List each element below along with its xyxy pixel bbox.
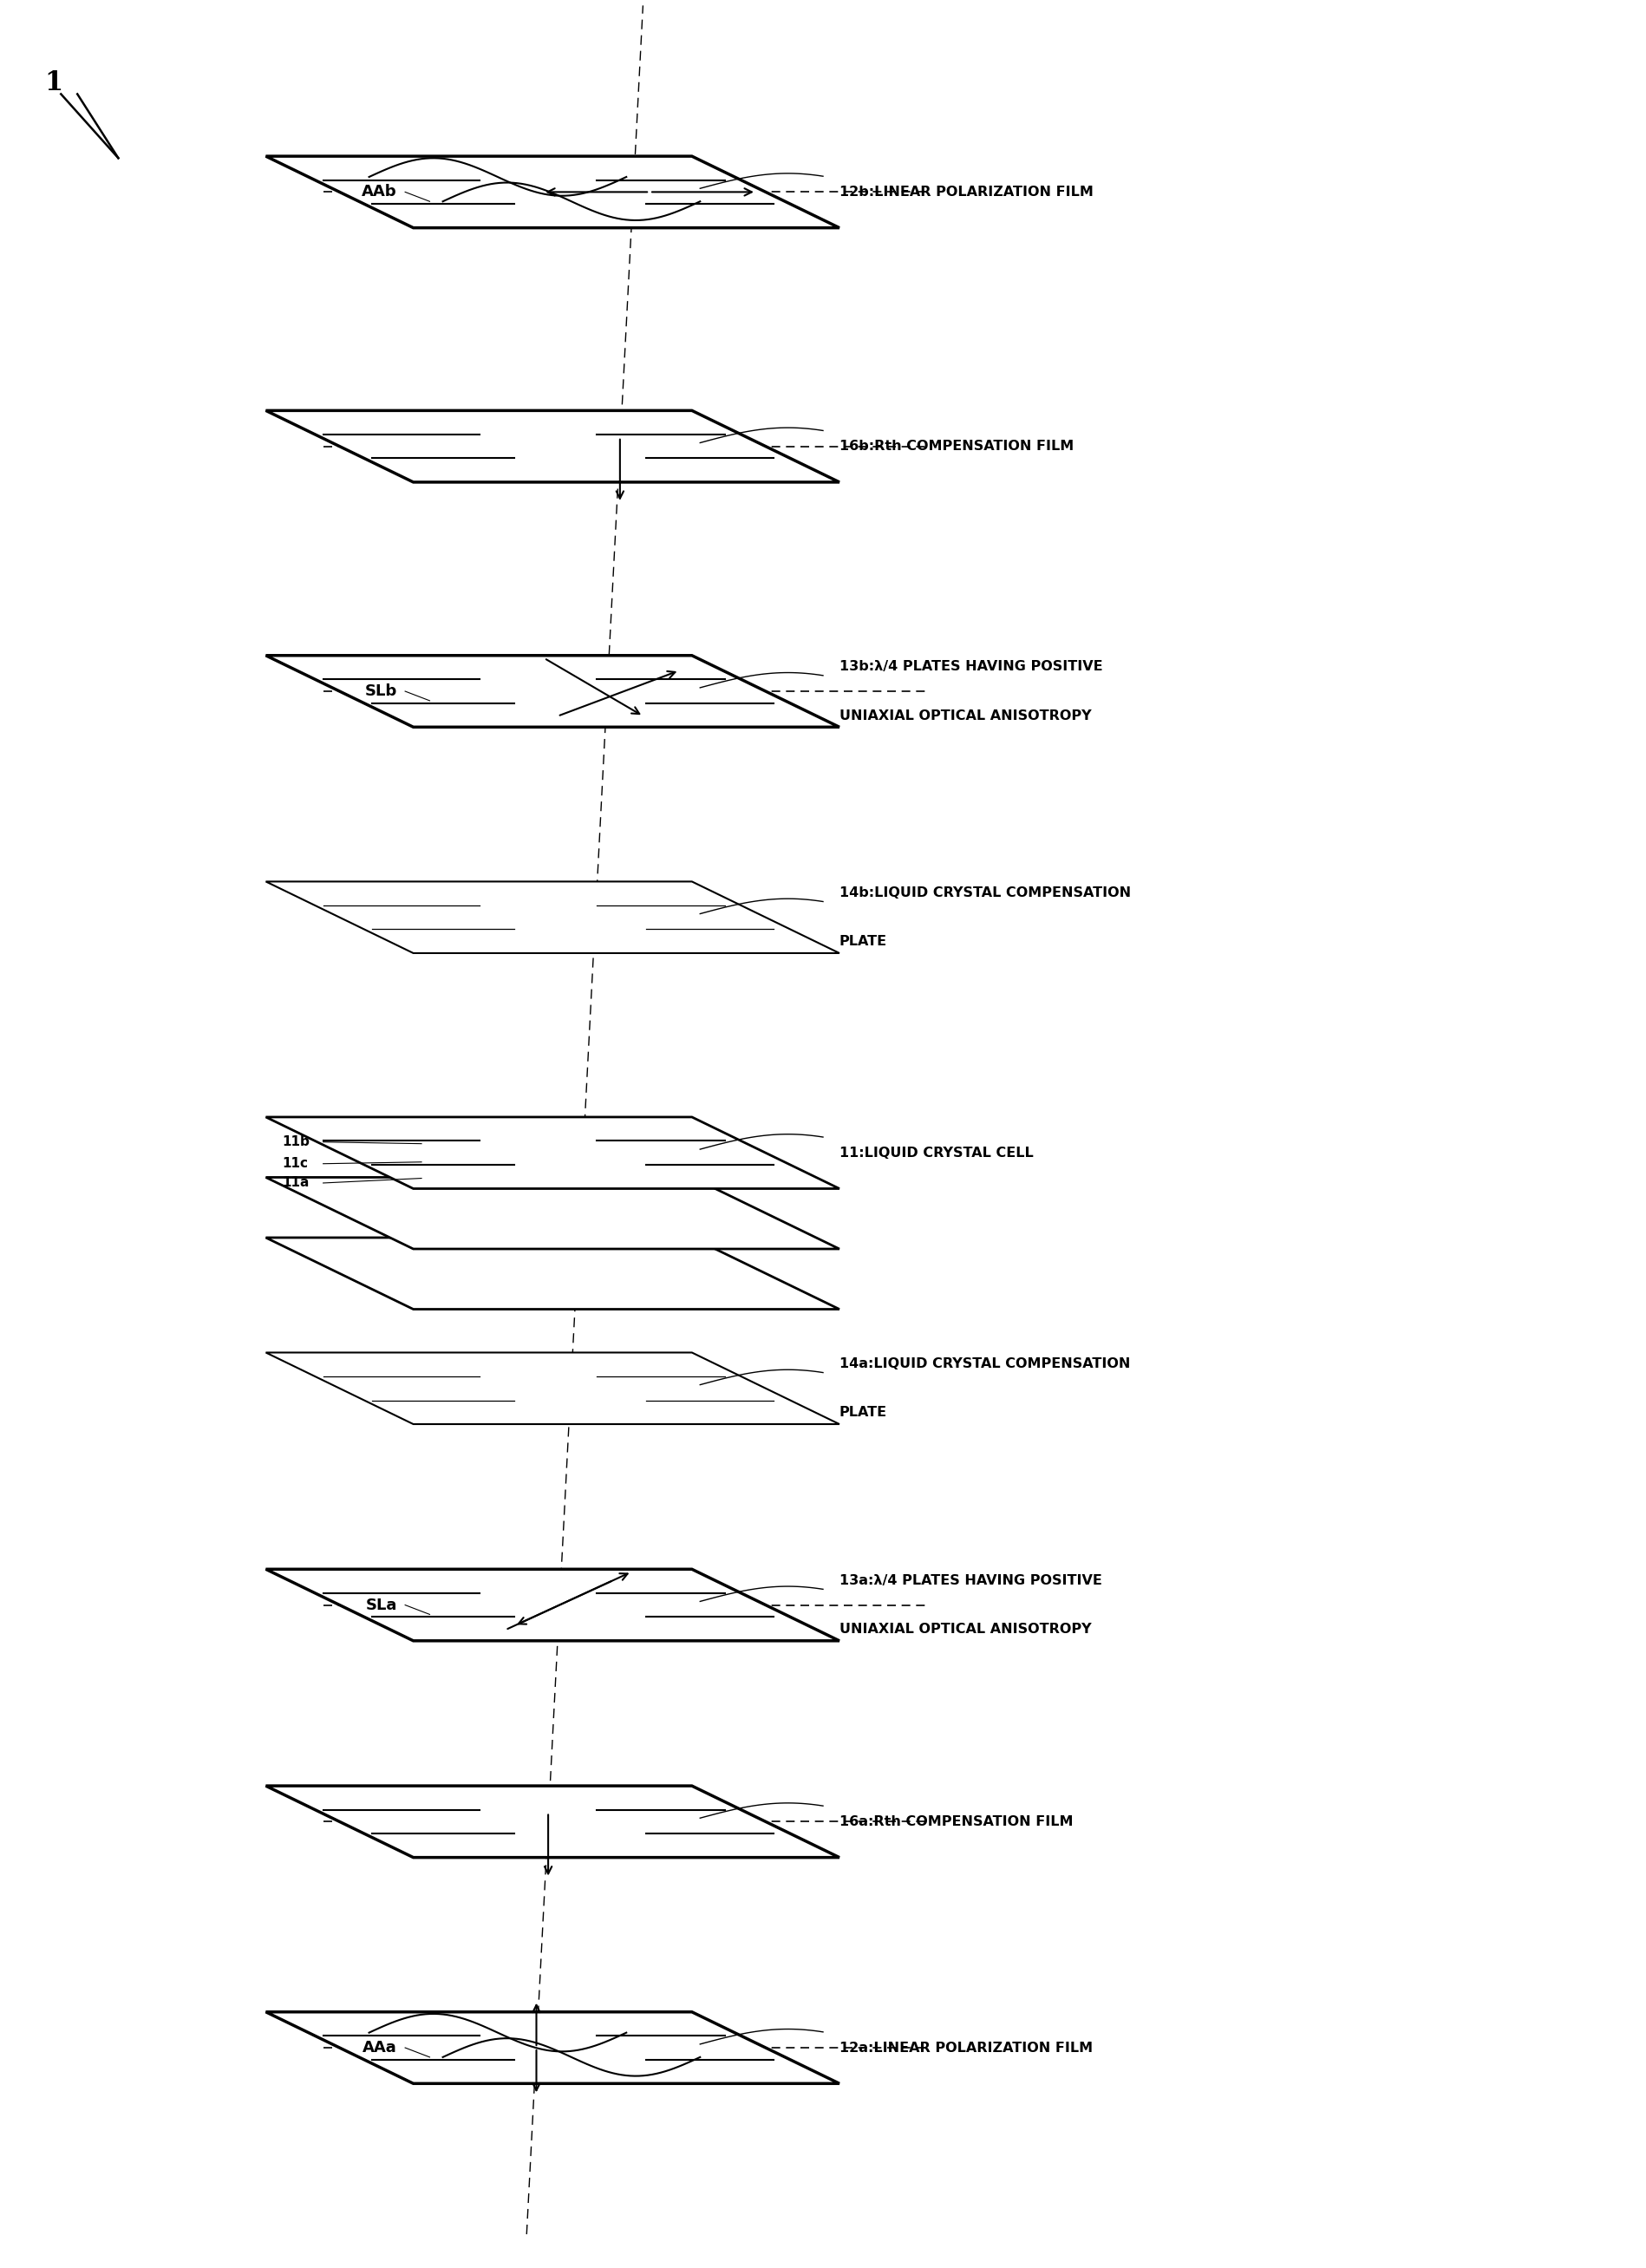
Text: PLATE: PLATE bbox=[839, 934, 887, 948]
Text: 13a:λ/4 PLATES HAVING POSITIVE: 13a:λ/4 PLATES HAVING POSITIVE bbox=[839, 1574, 1103, 1588]
Polygon shape bbox=[265, 1177, 839, 1250]
Text: 14a:LIQUID CRYSTAL COMPENSATION: 14a:LIQUID CRYSTAL COMPENSATION bbox=[839, 1356, 1131, 1370]
Text: 12b:LINEAR POLARIZATION FILM: 12b:LINEAR POLARIZATION FILM bbox=[839, 186, 1093, 200]
Text: 11:LIQUID CRYSTAL CELL: 11:LIQUID CRYSTAL CELL bbox=[839, 1145, 1034, 1159]
Polygon shape bbox=[265, 1785, 839, 1857]
Text: 13b:λ/4 PLATES HAVING POSITIVE: 13b:λ/4 PLATES HAVING POSITIVE bbox=[839, 660, 1103, 674]
Text: AAa: AAa bbox=[362, 2039, 397, 2055]
Text: 11b: 11b bbox=[281, 1136, 309, 1148]
Polygon shape bbox=[265, 411, 839, 483]
Text: PLATE: PLATE bbox=[839, 1406, 887, 1420]
Polygon shape bbox=[265, 156, 839, 227]
Polygon shape bbox=[265, 655, 839, 728]
Text: 14b:LIQUID CRYSTAL COMPENSATION: 14b:LIQUID CRYSTAL COMPENSATION bbox=[839, 887, 1131, 900]
Text: SLa: SLa bbox=[365, 1597, 397, 1613]
Text: 12a:LINEAR POLARIZATION FILM: 12a:LINEAR POLARIZATION FILM bbox=[839, 2041, 1093, 2055]
Text: AAb: AAb bbox=[362, 184, 397, 200]
Text: 11a: 11a bbox=[281, 1177, 309, 1188]
Text: UNIAXIAL OPTICAL ANISOTROPY: UNIAXIAL OPTICAL ANISOTROPY bbox=[839, 710, 1091, 721]
Polygon shape bbox=[265, 1118, 839, 1188]
Polygon shape bbox=[265, 882, 839, 953]
Polygon shape bbox=[265, 1238, 839, 1309]
Polygon shape bbox=[265, 1569, 839, 1640]
Text: UNIAXIAL OPTICAL ANISOTROPY: UNIAXIAL OPTICAL ANISOTROPY bbox=[839, 1624, 1091, 1635]
Text: SLb: SLb bbox=[365, 683, 397, 699]
Text: 16b:Rth COMPENSATION FILM: 16b:Rth COMPENSATION FILM bbox=[839, 440, 1073, 454]
Polygon shape bbox=[265, 1352, 839, 1424]
Text: 16a:Rth COMPENSATION FILM: 16a:Rth COMPENSATION FILM bbox=[839, 1814, 1073, 1828]
Polygon shape bbox=[265, 2012, 839, 2084]
Text: 1: 1 bbox=[44, 70, 63, 98]
Text: 11c: 11c bbox=[281, 1157, 308, 1170]
